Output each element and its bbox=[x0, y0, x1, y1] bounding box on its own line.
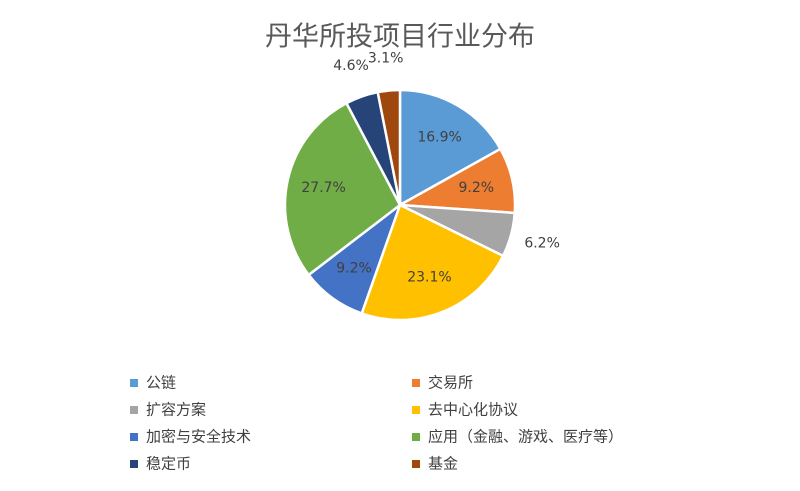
data-label: 4.6% bbox=[333, 58, 369, 74]
legend-swatch bbox=[130, 406, 138, 414]
legend-label: 公链 bbox=[146, 374, 176, 392]
data-label: 9.2% bbox=[336, 260, 372, 276]
pie-slice bbox=[398, 88, 503, 208]
legend-label: 扩容方案 bbox=[146, 401, 206, 419]
pie-slice bbox=[360, 203, 505, 322]
legend-label: 基金 bbox=[428, 455, 458, 473]
data-label: 3.1% bbox=[368, 50, 404, 66]
pie-slice bbox=[376, 88, 402, 206]
legend-label: 应用（金融、游戏、医疗等） bbox=[428, 428, 623, 446]
legend-label: 去中心化协议 bbox=[428, 401, 518, 419]
legend-label: 交易所 bbox=[428, 374, 473, 392]
legend-label: 稳定币 bbox=[146, 455, 191, 473]
data-label: 23.1% bbox=[407, 269, 451, 285]
legend-swatch bbox=[412, 406, 420, 414]
legend-swatch bbox=[130, 379, 138, 387]
data-label: 6.2% bbox=[524, 235, 560, 251]
legend-label: 加密与安全技术 bbox=[146, 428, 251, 446]
legend-swatch bbox=[130, 460, 138, 468]
chart-title: 丹华所投项目行业分布 bbox=[265, 22, 535, 53]
pie-slice bbox=[283, 101, 402, 277]
legend-swatch bbox=[130, 433, 138, 441]
legend-swatch bbox=[412, 433, 420, 441]
legend-swatch bbox=[412, 379, 420, 387]
data-label: 27.7% bbox=[301, 180, 345, 196]
legend-swatch bbox=[412, 460, 420, 468]
data-label: 16.9% bbox=[417, 130, 461, 146]
data-label: 9.2% bbox=[459, 180, 495, 196]
